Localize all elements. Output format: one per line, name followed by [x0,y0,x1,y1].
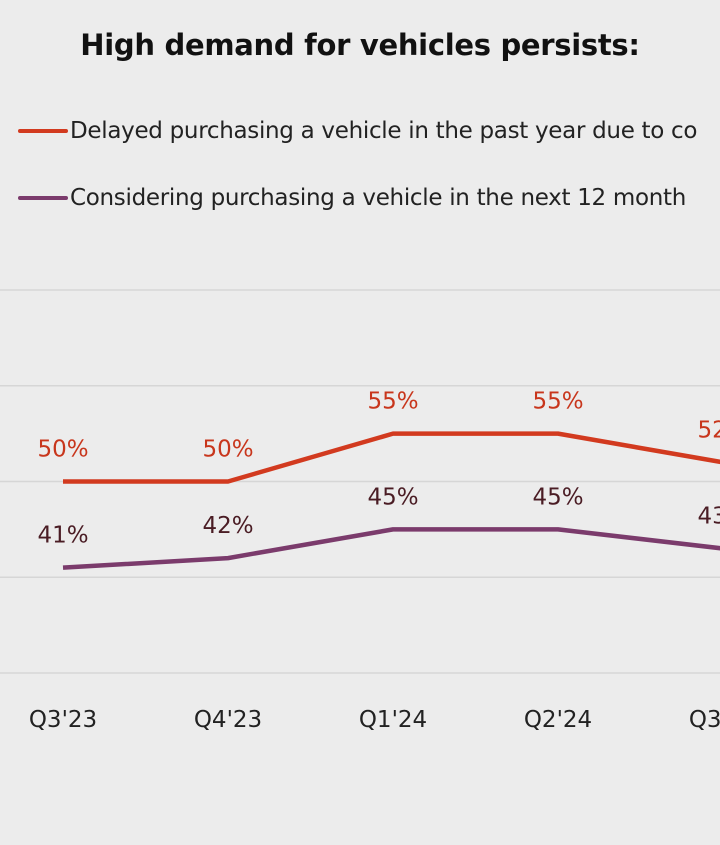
series-line-1 [62,527,720,570]
x-tick-label: Q3'23 [29,707,97,733]
x-tick-label: Q4'23 [194,707,262,733]
legend-label-delayed: Delayed purchasing a vehicle in the past… [70,118,698,144]
legend-swatch-delayed [18,129,68,133]
data-label: 45% [532,484,583,510]
x-tick-label: Q2'24 [524,707,592,733]
data-label: 55% [367,389,418,415]
legend-label-considering: Considering purchasing a vehicle in the … [70,185,687,211]
data-label: 45% [367,484,418,510]
data-label: 55% [532,389,583,415]
chart-title: High demand for vehicles persists: [80,28,640,62]
series-line-0 [63,431,720,484]
legend-item-delayed: Delayed purchasing a vehicle in the past… [18,118,697,144]
legend-swatch-considering [18,196,68,200]
data-label: 43% [697,504,720,530]
data-label: 50% [37,437,88,463]
data-label: 42% [202,513,253,539]
x-tick-label: Q3'24 [689,707,720,733]
data-label: 50% [202,437,253,463]
data-label: 41% [37,523,88,549]
x-tick-label: Q1'24 [359,707,427,733]
legend-item-considering: Considering purchasing a vehicle in the … [18,185,686,211]
data-label: 52% [697,417,720,443]
